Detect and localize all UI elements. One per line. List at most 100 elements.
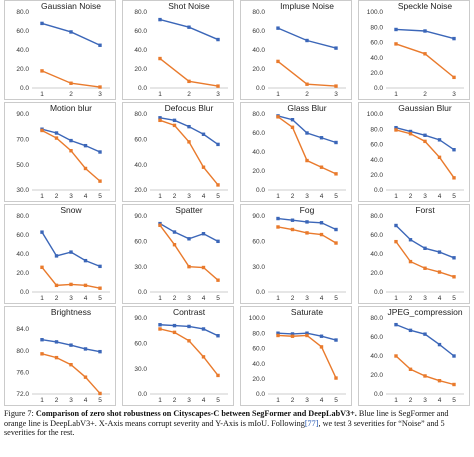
segformer-point <box>319 221 324 225</box>
segformer-point <box>423 133 427 137</box>
x-tick-label: 2 <box>173 193 177 200</box>
y-tick-label: 80.0 <box>370 126 383 133</box>
segformer-point <box>69 30 73 34</box>
segformer-point <box>187 25 191 29</box>
deeplab-point <box>423 139 427 144</box>
y-tick-label: 60.0 <box>252 130 265 137</box>
y-tick-label: 20.0 <box>16 270 29 277</box>
y-tick-label: 40.0 <box>370 157 383 164</box>
x-tick-label: 1 <box>276 193 280 200</box>
chart-frame <box>240 102 352 202</box>
x-tick-label: 5 <box>216 295 220 302</box>
x-tick-label: 2 <box>55 397 59 404</box>
y-tick-label: 20.0 <box>134 187 147 194</box>
deeplab-point <box>305 231 309 235</box>
y-tick-label: 40.0 <box>370 353 383 360</box>
caption-text-2: , we test 3 severities for “Noise” and 5… <box>4 418 445 438</box>
chart-title: Contrast <box>173 307 206 317</box>
chart-panel-snow: Snow 0.0 20.0 40.0 60.0 80.0 1 2 3 4 5 <box>4 204 116 304</box>
chart-frame <box>358 306 470 406</box>
deeplab-point <box>40 352 44 356</box>
y-tick-label: 40.0 <box>252 361 265 368</box>
chart-title: Impluse Noise <box>280 1 334 11</box>
deeplab-point <box>69 362 73 367</box>
deeplab-point <box>290 334 295 338</box>
y-tick-label: 0.0 <box>20 85 29 92</box>
segformer-point <box>319 334 324 338</box>
segformer-point <box>83 143 88 148</box>
x-tick-label: 3 <box>305 397 309 404</box>
segformer-point <box>54 254 59 258</box>
chart-panel-defocus-blur: Defocus Blur 20.0 40.0 60.0 80.0 1 2 3 4 5 <box>122 102 234 202</box>
x-tick-label: 5 <box>98 193 102 200</box>
segformer-point <box>423 29 427 33</box>
x-tick-label: 1 <box>158 397 162 404</box>
chart-panel-impluse-noise: Impluse Noise 0.0 20.0 40.0 60.0 80.0 1 2 3 <box>240 0 352 100</box>
segformer-point <box>187 124 191 129</box>
deeplab-point <box>290 125 295 129</box>
chart-svg: Forst 0.0 20.0 40.0 60.0 80.0 1 2 3 4 5 <box>358 204 470 304</box>
x-tick-label: 1 <box>394 295 398 302</box>
y-tick-label: 60.0 <box>370 40 383 47</box>
y-tick-label: 20.0 <box>370 70 383 77</box>
x-tick-label: 2 <box>305 91 309 98</box>
x-tick-label: 1 <box>276 397 280 404</box>
deeplab-point <box>394 239 398 244</box>
chart-title: Gaussian Blur <box>398 103 452 113</box>
y-tick-label: 0.0 <box>374 85 383 92</box>
chart-svg: Contrast 0.0 30.0 60.0 90.0 1 2 3 4 5 <box>122 306 234 406</box>
x-tick-label: 1 <box>394 397 398 404</box>
segformer-point <box>437 250 442 254</box>
deeplab-point <box>158 327 162 331</box>
segformer-point <box>69 138 73 143</box>
segformer-point <box>334 338 338 342</box>
x-tick-label: 1 <box>276 295 280 302</box>
y-tick-label: 80.0 <box>252 330 265 337</box>
segformer-point <box>423 246 427 250</box>
segformer-point <box>40 21 44 26</box>
y-tick-label: 0.0 <box>256 391 265 398</box>
y-tick-label: 40.0 <box>134 47 147 54</box>
chart-panel-motion-blur: Motion blur 30.0 50.0 70.0 90.0 1 2 3 4 5 <box>4 102 116 202</box>
y-tick-label: 60.0 <box>16 232 29 239</box>
segformer-point <box>276 216 280 221</box>
caption-reference[interactable]: [77] <box>304 418 319 428</box>
y-tick-label: 0.0 <box>256 85 265 92</box>
y-tick-label: 40.0 <box>252 149 265 156</box>
x-tick-label: 4 <box>438 193 442 200</box>
x-tick-label: 5 <box>334 295 338 302</box>
y-tick-label: 20.0 <box>252 376 265 383</box>
deeplab-point <box>172 243 177 247</box>
y-tick-label: 20.0 <box>370 172 383 179</box>
deeplab-point <box>334 241 338 245</box>
y-tick-label: 0.0 <box>256 289 265 296</box>
deeplab-point <box>201 265 206 270</box>
deeplab-point <box>83 283 88 288</box>
segformer-point <box>83 347 88 351</box>
x-tick-label: 3 <box>69 295 73 302</box>
x-tick-label: 2 <box>409 397 413 404</box>
segformer-point <box>83 258 88 263</box>
deeplab-point <box>98 391 102 396</box>
segformer-point <box>408 238 413 242</box>
chart-svg: Impluse Noise 0.0 20.0 40.0 60.0 80.0 1 2 3 <box>240 0 352 100</box>
segformer-point <box>290 332 295 336</box>
chart-title: Brightness <box>51 307 91 317</box>
chart-frame <box>240 0 352 100</box>
y-tick-label: 20.0 <box>252 66 265 73</box>
y-tick-label: 80.0 <box>16 9 29 16</box>
y-tick-label: 60.0 <box>134 137 147 144</box>
segformer-point <box>452 148 456 152</box>
chart-svg: Saturate 0.0 20.0 40.0 60.0 80.0 100.0 1 2 3 4 5 <box>240 306 352 406</box>
segformer-point <box>98 349 102 354</box>
deeplab-point <box>452 176 456 180</box>
x-tick-label: 5 <box>452 295 456 302</box>
y-tick-label: 80.0 <box>134 111 147 118</box>
x-tick-label: 1 <box>276 91 280 98</box>
deeplab-point <box>305 82 309 86</box>
deeplab-point <box>452 382 456 387</box>
y-tick-label: 60.0 <box>370 142 383 149</box>
chart-panel-gaussian-blur: Gaussian Blur 0.0 20.0 40.0 60.0 80.0 100.0 1 2 3… <box>358 102 470 202</box>
y-tick-label: 60.0 <box>134 239 147 246</box>
x-tick-label: 2 <box>55 193 59 200</box>
